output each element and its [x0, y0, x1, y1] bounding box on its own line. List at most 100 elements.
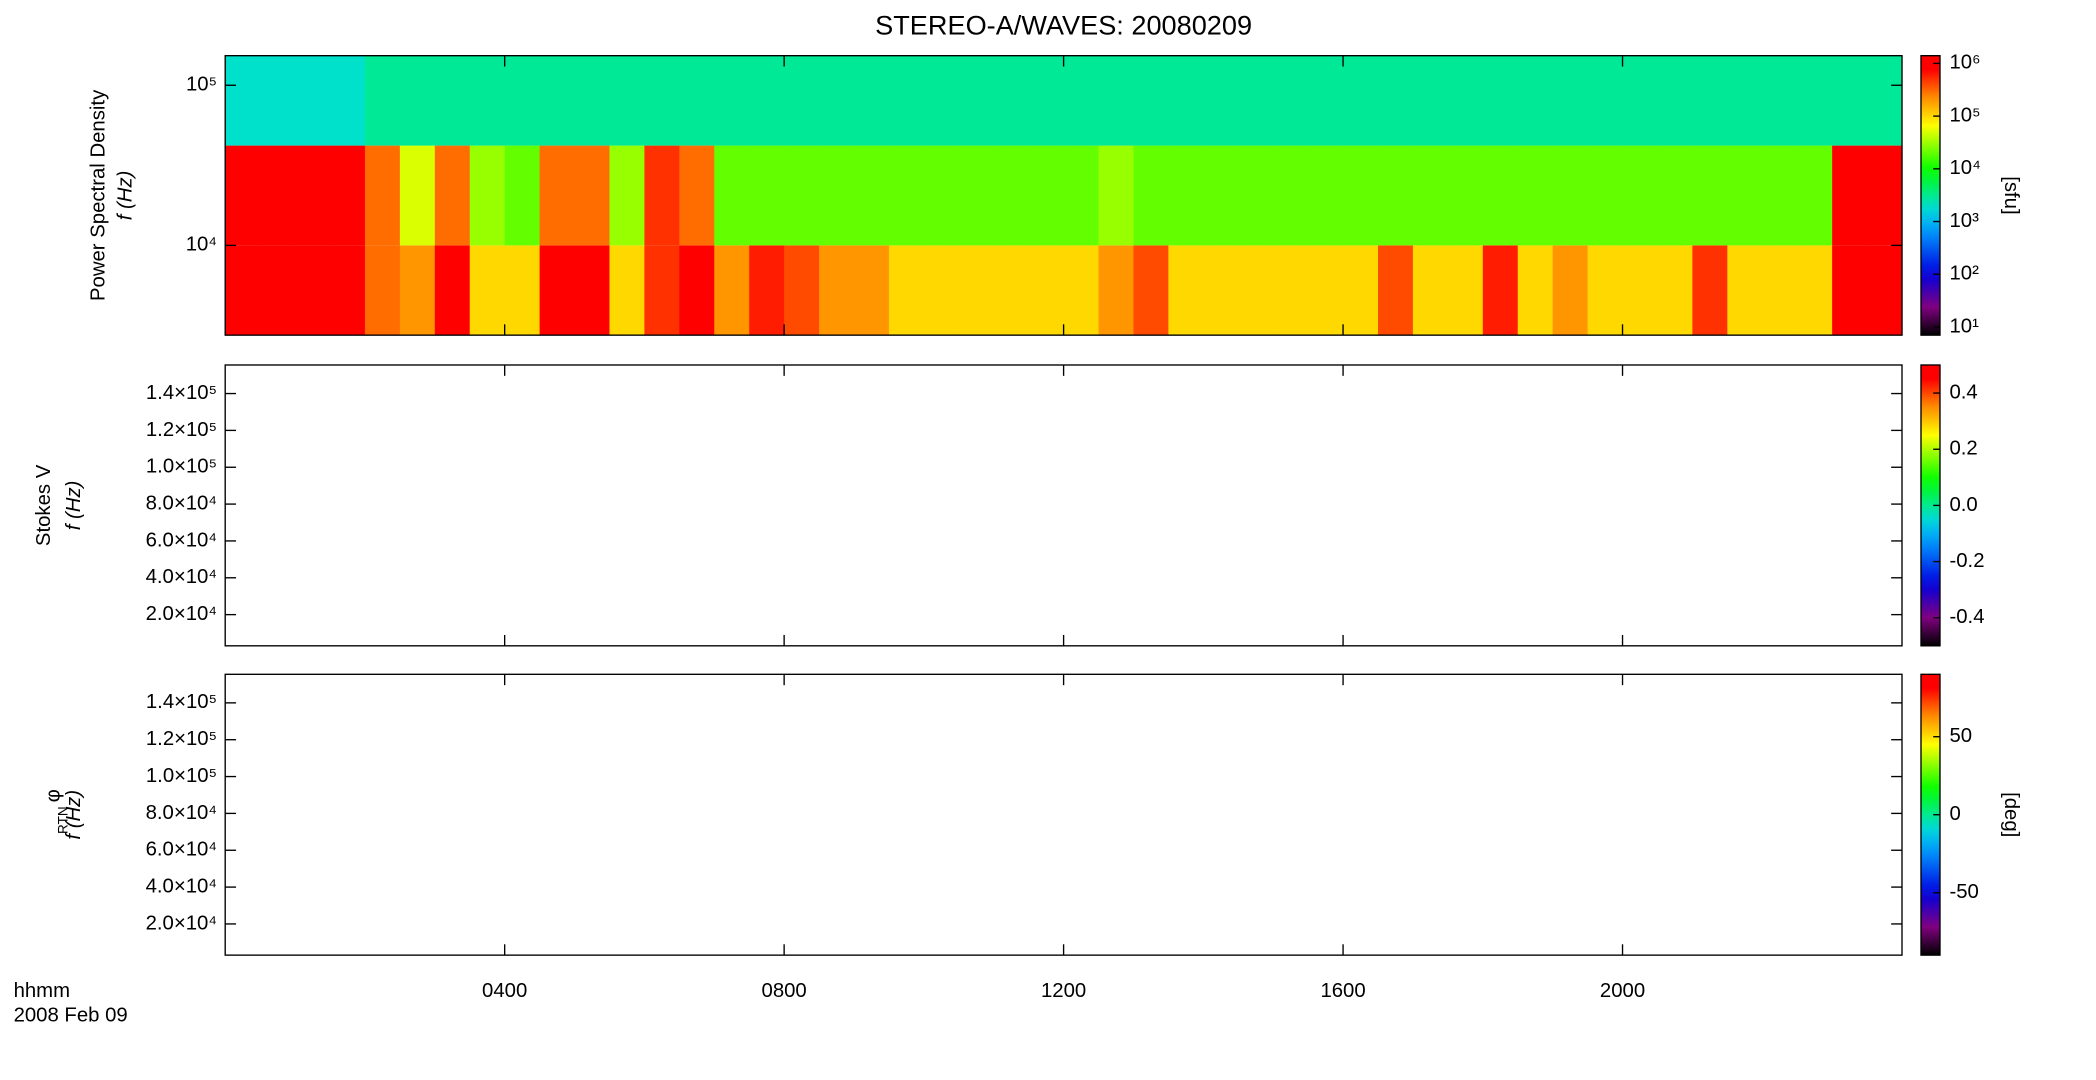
heatmap-cell [1063, 145, 1100, 246]
heatmap-cell [784, 245, 820, 336]
heatmap-cell [888, 145, 925, 246]
heatmap-cell [1098, 55, 1135, 146]
x-tick-label: 1600 [1320, 980, 1365, 1002]
heatmap-cell [260, 55, 296, 146]
heatmap-cell [1273, 55, 1309, 146]
heatmap-cell [854, 55, 890, 146]
heatmap-cell [469, 145, 506, 246]
heatmap-cell [364, 145, 401, 246]
heatmap-cell [295, 245, 331, 336]
heatmap-cell [888, 245, 925, 336]
heatmap-cell [1028, 145, 1065, 246]
heatmap-cell [888, 55, 925, 146]
colorbar-tick-label: 10¹ [1949, 315, 1979, 337]
heatmap-cell [1343, 145, 1379, 246]
heatmap-cell [1308, 145, 1344, 246]
heatmap-cell [993, 245, 1030, 336]
heatmap-cell [609, 55, 645, 146]
heatmap-cell [819, 245, 855, 336]
heatmap-cell [1238, 245, 1274, 336]
y-axis-label: f (Hz) [63, 790, 85, 840]
heatmap-cell [1587, 55, 1624, 146]
heatmap-cell [1587, 145, 1624, 246]
heatmap-cell [644, 145, 680, 246]
y-tick-label: 1.4×10⁵ [146, 691, 217, 713]
heatmap-cell [1447, 145, 1484, 246]
heatmap-cell [1412, 145, 1449, 246]
heatmap-cell [993, 145, 1030, 246]
x-axis-label: hhmm [14, 980, 70, 1002]
heatmap-cell [1727, 145, 1763, 246]
heatmap-cell [260, 145, 296, 246]
y-tick-label: 1.2×10⁵ [146, 728, 217, 750]
heatmap-cell [819, 145, 855, 246]
heatmap-cell [1203, 55, 1239, 146]
heatmap-cell [504, 245, 541, 336]
colorbar-tick-label: -0.2 [1949, 550, 1984, 572]
heatmap-cell [993, 55, 1030, 146]
heatmap-cell [1692, 245, 1728, 336]
heatmap-cell [714, 55, 750, 146]
heatmap-cell [399, 145, 436, 246]
y-tick-label: 10⁵ [186, 74, 217, 96]
heatmap-cell [1028, 55, 1065, 146]
heatmap-cell [958, 245, 995, 336]
y-tick-label: 2.0×10⁴ [146, 603, 217, 625]
heatmap-cell [399, 245, 436, 336]
heatmap-cell [434, 145, 471, 246]
heatmap-cell [1482, 245, 1519, 336]
heatmap-cell [609, 145, 645, 246]
heatmap-cell [784, 145, 820, 246]
heatmap-cell [225, 245, 261, 336]
date-label: 2008 Feb 09 [14, 1005, 128, 1027]
heatmap-cell [819, 55, 855, 146]
x-tick-label: 1200 [1041, 980, 1086, 1002]
plot-frame [224, 364, 1903, 647]
heatmap-cell [1797, 145, 1833, 246]
heatmap-cell [714, 145, 750, 246]
heatmap-cell [1482, 145, 1519, 246]
heatmap-cell [854, 245, 890, 336]
colorbar-tick-label: 10⁵ [1949, 104, 1980, 126]
heatmap-cell [1867, 145, 1903, 246]
heatmap-cell [1063, 55, 1100, 146]
heatmap-cell [539, 55, 576, 146]
y-axis-label: f (Hz) [115, 171, 137, 221]
colorbar-tick-label: 50 [1949, 725, 1972, 747]
heatmap-cell [225, 55, 261, 146]
heatmap-cell [1482, 55, 1519, 146]
heatmap-cell [1308, 245, 1344, 336]
heatmap-cell [330, 55, 366, 146]
heatmap-cell [295, 55, 331, 146]
heatmap-cell [1133, 55, 1169, 146]
heatmap-cell [1168, 245, 1204, 336]
heatmap-cell [609, 245, 645, 336]
heatmap-cell [958, 145, 995, 246]
heatmap-cell [330, 245, 366, 336]
colorbar-tick-label: 0.0 [1949, 494, 1977, 516]
heatmap-cell [1657, 145, 1693, 246]
heatmap-cell [574, 145, 611, 246]
heatmap-cell [1727, 55, 1763, 146]
y-tick-label: 6.0×10⁴ [146, 529, 217, 551]
heatmap-cell [504, 55, 541, 146]
y-tick-label: 8.0×10⁴ [146, 492, 217, 514]
colorbar-tick-label: 10⁶ [1949, 52, 1980, 74]
heatmap-cell [749, 145, 785, 246]
heatmap-cell [1622, 145, 1659, 246]
quantity-label: φ [43, 789, 65, 802]
heatmap-cell [574, 55, 611, 146]
heatmap-cell [1587, 245, 1624, 336]
heatmap-cell [923, 145, 960, 246]
heatmap-cell [539, 245, 576, 336]
heatmap-cell [1028, 245, 1065, 336]
heatmap-cell [1203, 145, 1239, 246]
heatmap-cell [1378, 55, 1414, 146]
heatmap-cell [644, 245, 680, 336]
heatmap-cell [784, 55, 820, 146]
heatmap-cell [1692, 55, 1728, 146]
heatmap-cell [1552, 55, 1589, 146]
y-tick-label: 1.4×10⁵ [146, 382, 217, 404]
heatmap-cell [1762, 55, 1798, 146]
